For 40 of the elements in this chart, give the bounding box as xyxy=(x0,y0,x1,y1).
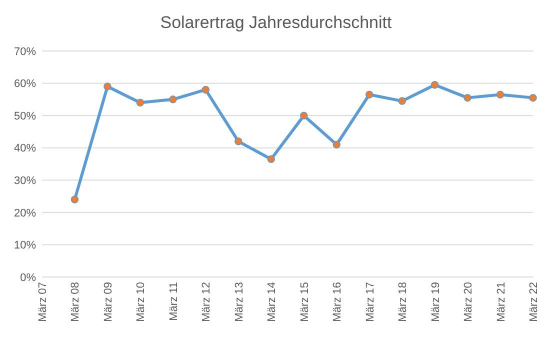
point xyxy=(464,94,472,102)
x-tick-label: März 14 xyxy=(266,282,278,322)
point xyxy=(430,81,439,89)
point xyxy=(529,94,537,102)
x-tick-label: März 16 xyxy=(332,282,344,322)
y-tick-label: 60% xyxy=(14,78,36,90)
x-tick-label: März 19 xyxy=(430,282,442,322)
point xyxy=(365,90,374,98)
x-tick-label: März 17 xyxy=(364,282,376,322)
point xyxy=(300,112,308,120)
y-tick-label: 50% xyxy=(14,110,36,122)
chart-title: Solarertrag Jahresdurchschnitt xyxy=(160,13,392,32)
point xyxy=(267,155,276,164)
x-tick-label: März 18 xyxy=(397,282,410,322)
point xyxy=(496,90,504,98)
y-tick-label: 40% xyxy=(14,142,36,155)
y-tick-label: 0% xyxy=(20,272,36,284)
x-tick-label: März 07 xyxy=(37,282,49,322)
y-tick-label: 30% xyxy=(14,174,36,187)
x-tick-label: März 15 xyxy=(298,282,311,322)
point xyxy=(202,86,210,94)
point xyxy=(136,98,144,107)
x-tick-label: März 22 xyxy=(528,282,540,322)
point xyxy=(332,140,340,149)
point xyxy=(70,196,79,204)
y-tick-label: 20% xyxy=(14,207,36,220)
point xyxy=(234,138,242,146)
y-tick-label: 70% xyxy=(14,46,36,58)
x-tick-label: März 20 xyxy=(462,282,475,322)
y-tick-label: 10% xyxy=(14,240,36,252)
x-tick-label: März 10 xyxy=(135,282,148,322)
point xyxy=(169,96,177,104)
x-tick-label: März 08 xyxy=(70,282,82,322)
x-tick-label: März 13 xyxy=(233,282,246,322)
x-tick-label: März 11 xyxy=(168,282,180,321)
point xyxy=(398,97,406,105)
point xyxy=(104,82,112,90)
x-tick-label: März 12 xyxy=(200,282,213,322)
x-tick-label: März 09 xyxy=(102,282,114,322)
x-tick-label: März 21 xyxy=(495,282,508,322)
